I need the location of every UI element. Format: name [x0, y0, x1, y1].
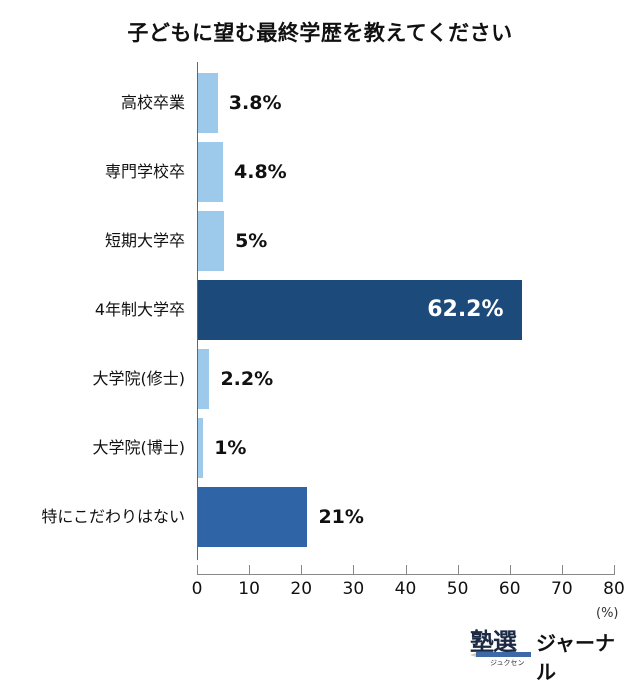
- x-tick-label: 30: [342, 579, 365, 599]
- x-tick-label: 50: [446, 579, 469, 599]
- pencil-tip-icon: [470, 653, 476, 657]
- x-tick-label: 80: [603, 579, 625, 599]
- category-label: 短期大学卒: [104, 231, 185, 250]
- logo-text: ジャーナル: [536, 631, 615, 684]
- x-tick: [457, 565, 459, 574]
- value-label: 1%: [214, 437, 247, 459]
- bar: [198, 211, 225, 271]
- x-tick: [353, 565, 355, 574]
- bar: [198, 73, 218, 133]
- x-tick-label: 10: [238, 579, 260, 599]
- category-label: 専門学校卒: [104, 162, 185, 181]
- value-label: 2.2%: [220, 368, 274, 390]
- x-tick: [405, 565, 407, 574]
- x-tick: [197, 565, 198, 574]
- value-label: 5%: [235, 230, 268, 252]
- bar: [198, 418, 204, 478]
- bar-row: 大学院(修士) 2.2%: [0, 349, 640, 409]
- bar: [198, 142, 224, 202]
- value-label: 62.2%: [427, 297, 504, 322]
- x-tick-label: 60: [498, 579, 521, 599]
- x-tick: [249, 565, 251, 574]
- x-tick-label: 70: [551, 579, 573, 599]
- category-label: 4年制大学卒: [94, 300, 185, 319]
- juku-sen-journal-logo: 塾選 ジュクセン ジャーナル: [470, 622, 620, 684]
- bar: [198, 349, 210, 409]
- x-tick-label: 0: [191, 579, 203, 599]
- x-tick-label: 40: [394, 579, 417, 599]
- category-label: 大学院(修士): [92, 369, 186, 388]
- category-label: 特にこだわりはない: [41, 507, 185, 526]
- bar-row: 大学院(博士) 1%: [0, 418, 640, 478]
- bar-row: 4年制大学卒 62.2%: [0, 280, 640, 340]
- bar: [198, 487, 308, 547]
- y-axis-line: [197, 62, 198, 560]
- x-axis-unit: (%): [596, 606, 619, 621]
- x-tick: [509, 565, 511, 574]
- bar-row: 高校卒業 3.8%: [0, 73, 640, 133]
- bar: [198, 280, 523, 340]
- bar-row: 特にこだわりはない 21%: [0, 487, 640, 547]
- bar-row: 専門学校卒 4.8%: [0, 142, 640, 202]
- x-tick: [614, 565, 615, 574]
- bar-row: 短期大学卒 5%: [0, 211, 640, 271]
- x-axis-line: [197, 574, 615, 575]
- value-label: 3.8%: [228, 92, 282, 114]
- category-label: 高校卒業: [120, 93, 185, 112]
- logo-ruby: ジュクセン: [490, 659, 525, 667]
- logo-kanji: 塾選: [470, 628, 517, 656]
- pencil-icon: [476, 652, 531, 657]
- x-tick-label: 20: [290, 579, 313, 599]
- category-label: 大学院(博士): [92, 438, 186, 457]
- value-label: 21%: [318, 506, 364, 528]
- value-label: 4.8%: [234, 161, 287, 183]
- x-tick: [301, 565, 303, 574]
- chart-title: 子どもに望む最終学歴を教えてください: [127, 21, 513, 45]
- x-tick: [561, 565, 563, 574]
